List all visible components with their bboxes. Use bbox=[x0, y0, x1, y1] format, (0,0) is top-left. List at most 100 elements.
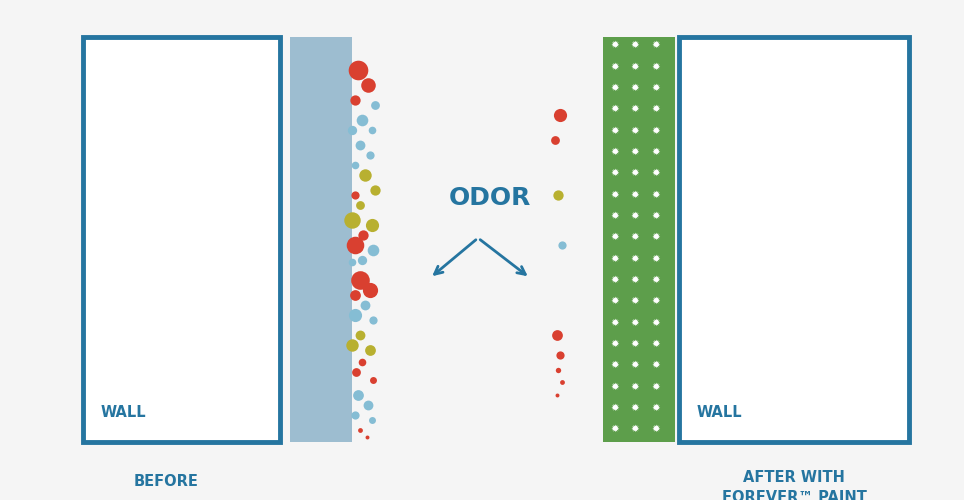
Text: ✹: ✹ bbox=[651, 147, 660, 157]
Point bbox=[355, 358, 370, 366]
Point bbox=[365, 376, 381, 384]
Point bbox=[550, 366, 566, 374]
Text: BEFORE: BEFORE bbox=[134, 474, 199, 489]
Point bbox=[548, 136, 563, 144]
Text: ✹: ✹ bbox=[610, 40, 619, 50]
Text: ✹: ✹ bbox=[630, 190, 639, 200]
Text: ✹: ✹ bbox=[630, 168, 639, 178]
Point bbox=[365, 246, 381, 254]
Text: ✹: ✹ bbox=[610, 232, 619, 242]
Point bbox=[344, 126, 360, 134]
Point bbox=[350, 391, 365, 399]
Text: ✹: ✹ bbox=[630, 232, 639, 242]
Text: ✹: ✹ bbox=[630, 296, 639, 306]
Bar bbox=[290, 37, 352, 442]
Point bbox=[352, 141, 367, 149]
Point bbox=[356, 231, 371, 239]
Point bbox=[361, 401, 376, 409]
Text: ✹: ✹ bbox=[610, 168, 619, 178]
Text: ✹: ✹ bbox=[610, 360, 619, 370]
Point bbox=[355, 256, 370, 264]
Point bbox=[554, 241, 570, 249]
Text: ✹: ✹ bbox=[651, 360, 660, 370]
Point bbox=[347, 96, 362, 104]
Text: ✹: ✹ bbox=[610, 254, 619, 264]
Text: ✹: ✹ bbox=[630, 318, 639, 328]
Point bbox=[352, 426, 367, 434]
Text: ✹: ✹ bbox=[610, 126, 619, 136]
Point bbox=[554, 378, 570, 386]
Point bbox=[352, 331, 367, 339]
Text: ✹: ✹ bbox=[651, 126, 660, 136]
Point bbox=[552, 111, 568, 119]
Bar bbox=[603, 37, 675, 442]
Text: ✹: ✹ bbox=[630, 104, 639, 115]
Point bbox=[352, 201, 367, 209]
Text: ✹: ✹ bbox=[610, 424, 619, 434]
Text: ✹: ✹ bbox=[630, 360, 639, 370]
Point bbox=[362, 151, 378, 159]
Text: ✹: ✹ bbox=[610, 83, 619, 93]
Text: ✹: ✹ bbox=[610, 104, 619, 115]
Text: ✹: ✹ bbox=[630, 382, 639, 392]
Text: ✹: ✹ bbox=[651, 104, 660, 115]
Text: ✹: ✹ bbox=[630, 40, 639, 50]
Text: ✹: ✹ bbox=[610, 382, 619, 392]
Text: ✹: ✹ bbox=[651, 211, 660, 221]
Text: ✹: ✹ bbox=[610, 318, 619, 328]
Point bbox=[365, 316, 381, 324]
Text: ✹: ✹ bbox=[630, 402, 639, 412]
Text: ODOR: ODOR bbox=[449, 186, 531, 210]
Text: ✹: ✹ bbox=[610, 275, 619, 285]
Text: ✹: ✹ bbox=[610, 190, 619, 200]
Text: ✹: ✹ bbox=[630, 126, 639, 136]
Point bbox=[352, 276, 367, 284]
Point bbox=[550, 191, 566, 199]
Text: ✹: ✹ bbox=[630, 275, 639, 285]
Text: ✹: ✹ bbox=[651, 318, 660, 328]
Text: ✹: ✹ bbox=[630, 424, 639, 434]
Bar bbox=[679, 37, 909, 442]
Text: ✹: ✹ bbox=[651, 168, 660, 178]
Text: AFTER WITH
FOREVER™ PAINT: AFTER WITH FOREVER™ PAINT bbox=[722, 470, 867, 500]
Point bbox=[347, 161, 362, 169]
Point bbox=[364, 416, 380, 424]
Point bbox=[344, 216, 360, 224]
Text: ✹: ✹ bbox=[651, 232, 660, 242]
Point bbox=[347, 191, 362, 199]
Point bbox=[367, 186, 383, 194]
Point bbox=[347, 411, 362, 419]
Point bbox=[361, 81, 376, 89]
Point bbox=[344, 258, 360, 266]
Point bbox=[364, 221, 380, 229]
Text: ✹: ✹ bbox=[651, 83, 660, 93]
Text: WALL: WALL bbox=[697, 405, 742, 420]
Text: WALL: WALL bbox=[101, 405, 147, 420]
Text: ✹: ✹ bbox=[630, 211, 639, 221]
Point bbox=[367, 101, 383, 109]
Text: ✹: ✹ bbox=[610, 402, 619, 412]
Text: ✹: ✹ bbox=[651, 296, 660, 306]
Point bbox=[347, 241, 362, 249]
Text: ✹: ✹ bbox=[630, 83, 639, 93]
Text: ✹: ✹ bbox=[651, 40, 660, 50]
Text: ✹: ✹ bbox=[651, 382, 660, 392]
Text: ✹: ✹ bbox=[610, 296, 619, 306]
Text: ✹: ✹ bbox=[630, 338, 639, 348]
Text: ✹: ✹ bbox=[610, 211, 619, 221]
Point bbox=[347, 291, 362, 299]
Point bbox=[344, 341, 360, 349]
Point bbox=[362, 286, 378, 294]
Text: ✹: ✹ bbox=[651, 402, 660, 412]
Text: ✹: ✹ bbox=[651, 190, 660, 200]
Point bbox=[355, 116, 370, 124]
Point bbox=[358, 301, 373, 309]
Point bbox=[350, 66, 365, 74]
Point bbox=[348, 368, 363, 376]
Bar bbox=[83, 37, 280, 442]
Text: ✹: ✹ bbox=[610, 147, 619, 157]
Point bbox=[364, 126, 380, 134]
Point bbox=[549, 391, 565, 399]
Text: ✹: ✹ bbox=[630, 147, 639, 157]
Text: ✹: ✹ bbox=[630, 62, 639, 72]
